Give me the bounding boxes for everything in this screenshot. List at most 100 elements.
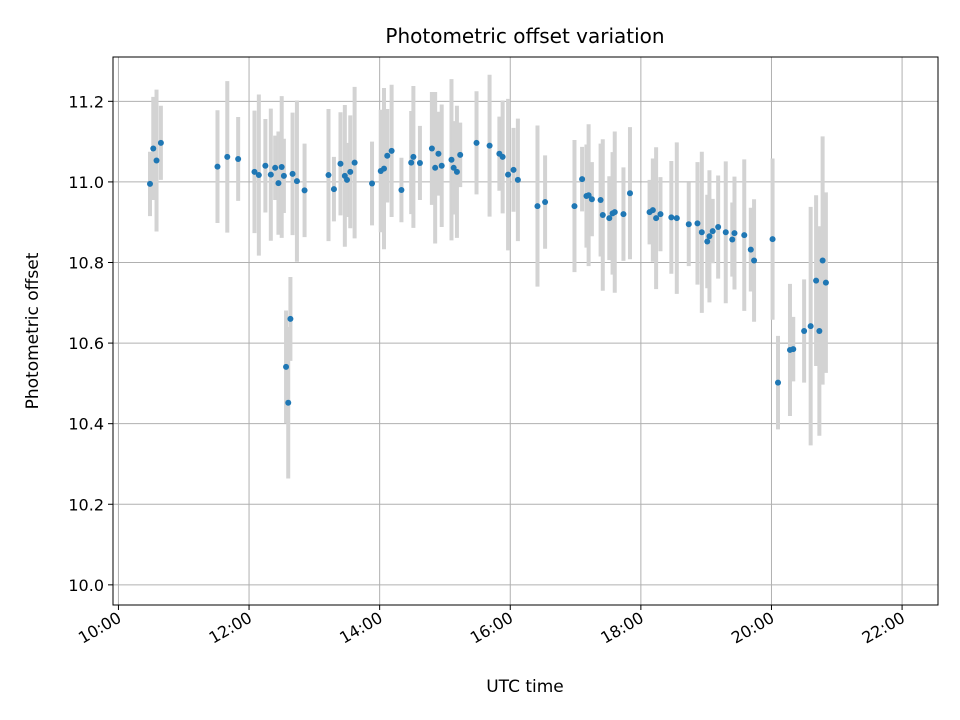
data-point <box>255 172 262 179</box>
data-point <box>606 215 613 222</box>
data-point <box>287 315 294 322</box>
y-tick-label: 10.6 <box>68 334 104 353</box>
data-point <box>450 164 457 171</box>
data-point <box>822 279 829 286</box>
data-point <box>685 221 692 228</box>
y-tick-label: 11.2 <box>68 92 104 111</box>
data-point <box>747 246 754 253</box>
data-point <box>347 168 354 175</box>
data-point <box>150 145 157 152</box>
data-point <box>657 211 664 218</box>
y-tick-label: 10.2 <box>68 495 104 514</box>
data-point <box>649 207 656 214</box>
data-point <box>384 152 391 159</box>
data-point <box>510 166 517 173</box>
data-point <box>819 257 826 264</box>
data-point <box>153 157 160 164</box>
x-axis-title: UTC time <box>486 677 564 697</box>
data-point <box>283 363 290 370</box>
data-point <box>534 203 541 210</box>
y-tick-label: 11.0 <box>68 173 104 192</box>
data-point <box>325 172 332 179</box>
data-point <box>224 153 231 160</box>
data-point <box>280 172 287 179</box>
data-point <box>514 176 521 183</box>
data-point <box>448 156 455 163</box>
data-point <box>330 186 337 193</box>
data-point <box>272 164 279 171</box>
data-point <box>653 215 660 222</box>
data-point <box>438 162 445 169</box>
data-point <box>473 139 480 146</box>
data-point <box>807 323 814 330</box>
data-point <box>741 232 748 239</box>
data-point <box>505 171 512 178</box>
data-point <box>457 151 464 158</box>
data-point <box>388 147 395 154</box>
y-tick-label: 10.4 <box>68 415 104 434</box>
data-point <box>588 196 595 203</box>
data-point <box>673 215 680 222</box>
data-point <box>251 168 258 175</box>
data-point <box>731 230 738 237</box>
data-point <box>571 203 578 210</box>
y-axis-title: Photometric offset <box>23 252 43 409</box>
data-point <box>499 153 506 160</box>
data-point <box>416 159 423 166</box>
data-point <box>351 159 358 166</box>
y-axis-ticks: 10.0 10.2 10.4 10.6 10.8 11.0 11.2 <box>68 92 113 595</box>
plot-frame <box>112 56 939 606</box>
data-point <box>293 178 300 185</box>
data-point <box>428 145 435 152</box>
data-point <box>751 257 758 264</box>
data-point <box>597 197 604 204</box>
data-point <box>816 328 823 334</box>
data-point <box>262 162 269 169</box>
data-point <box>769 236 776 243</box>
data-point <box>410 153 417 160</box>
data-point <box>453 168 460 175</box>
data-point <box>147 180 154 187</box>
data-point <box>775 379 782 386</box>
data-point <box>214 163 221 170</box>
data-point <box>157 139 164 146</box>
data-point <box>698 229 705 236</box>
data-point <box>611 209 618 216</box>
data-point <box>435 150 442 157</box>
data-point <box>694 220 701 227</box>
y-tick-label: 10.0 <box>68 576 104 595</box>
data-point <box>267 171 274 178</box>
data-point <box>301 187 308 194</box>
data-point <box>709 228 716 235</box>
data-point <box>801 328 808 334</box>
data-point <box>369 180 376 187</box>
data-point <box>408 159 415 166</box>
data-point <box>715 224 722 231</box>
data-point <box>381 165 388 172</box>
data-point <box>337 160 344 167</box>
data-point <box>729 236 736 243</box>
data-point <box>235 155 242 162</box>
data-points <box>147 139 829 406</box>
data-point <box>486 142 493 149</box>
data-point <box>790 346 797 353</box>
data-point <box>706 233 713 240</box>
data-point <box>432 164 439 171</box>
data-point <box>813 277 820 284</box>
data-point <box>585 192 592 199</box>
data-point <box>275 180 282 187</box>
data-point <box>579 176 586 183</box>
data-point <box>285 399 292 406</box>
data-point <box>599 211 606 218</box>
data-point <box>542 199 549 206</box>
data-point <box>398 186 405 193</box>
y-tick-label: 10.8 <box>68 254 104 273</box>
data-point <box>289 170 296 177</box>
data-point <box>278 164 285 171</box>
data-point <box>620 211 627 218</box>
chart-title: Photometric offset variation <box>385 24 664 48</box>
data-point <box>722 229 729 236</box>
data-point <box>344 176 351 183</box>
data-point <box>704 238 711 245</box>
